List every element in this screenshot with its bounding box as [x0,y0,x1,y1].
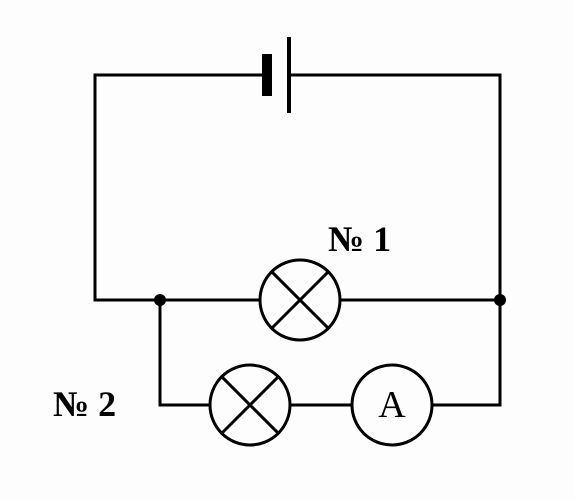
svg-text:A: A [378,384,406,426]
label-lamp-2: № 2 [53,383,116,425]
label-lamp-1: № 1 [328,218,391,260]
circuit-svg: A [0,0,574,500]
